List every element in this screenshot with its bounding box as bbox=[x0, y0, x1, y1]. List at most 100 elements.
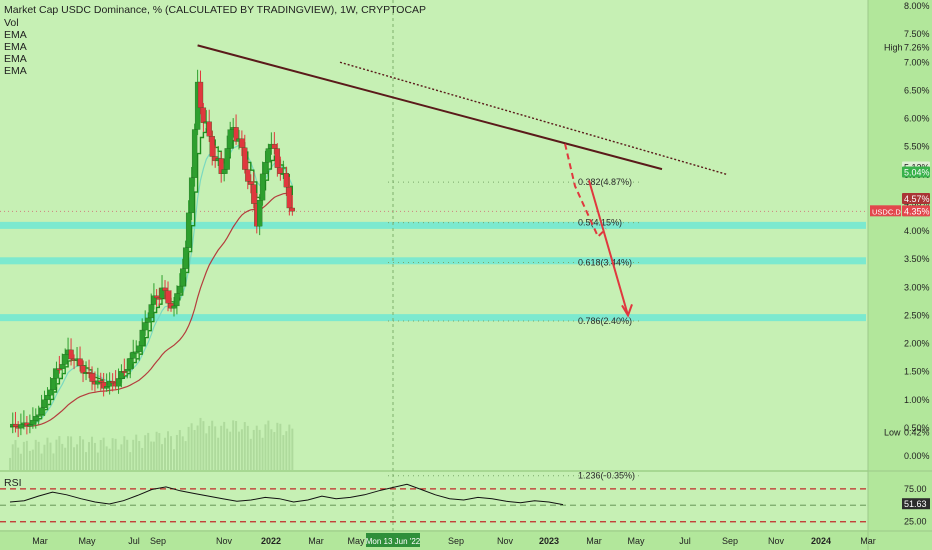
candle-body bbox=[127, 358, 133, 370]
volume-bar bbox=[202, 421, 205, 470]
x-tick-label: Nov bbox=[216, 536, 233, 546]
candle-body bbox=[182, 247, 189, 269]
volume-bar bbox=[28, 450, 31, 470]
candle-body bbox=[283, 173, 290, 188]
volume-bar bbox=[240, 429, 243, 470]
candle-body bbox=[44, 394, 51, 400]
volume-bar bbox=[211, 420, 214, 470]
volume-bar bbox=[64, 447, 67, 470]
volume-bar bbox=[181, 436, 184, 470]
volume-bar bbox=[96, 452, 99, 470]
y-tick-label: 2.00% bbox=[904, 339, 930, 349]
volume-bar bbox=[102, 437, 105, 470]
volume-bar bbox=[132, 439, 135, 470]
y-tick-label: 3.50% bbox=[904, 254, 930, 264]
volume-bar bbox=[190, 423, 193, 470]
candle-body bbox=[121, 371, 127, 373]
candle-body bbox=[139, 329, 145, 346]
volume-bar bbox=[264, 424, 267, 470]
y-tick-label: 6.50% bbox=[904, 85, 930, 95]
volume-bar bbox=[196, 425, 199, 470]
candle-body bbox=[153, 295, 160, 299]
candle-body bbox=[98, 380, 104, 383]
volume-bar bbox=[19, 453, 22, 470]
volume-bar bbox=[170, 436, 173, 470]
candle-body bbox=[289, 207, 295, 212]
candle-body bbox=[171, 305, 177, 309]
candle-body bbox=[271, 143, 278, 149]
trendlines bbox=[197, 44, 729, 176]
volume-bar bbox=[85, 452, 88, 470]
candle-body bbox=[133, 351, 139, 354]
x-tick-label: May bbox=[347, 536, 365, 546]
candle-body bbox=[47, 389, 54, 396]
volume-bar bbox=[31, 449, 34, 470]
candle-body bbox=[257, 199, 263, 227]
volume-bar bbox=[279, 423, 282, 470]
volume-bar bbox=[34, 439, 37, 470]
volume-bar bbox=[193, 429, 196, 470]
volume-bar bbox=[214, 426, 217, 470]
volume-bar bbox=[220, 425, 223, 470]
volume-bar bbox=[276, 422, 279, 470]
projection-dashed bbox=[564, 143, 607, 239]
volume-bar bbox=[37, 441, 40, 470]
candle-body bbox=[30, 419, 36, 425]
y-tick-label: 0.50% bbox=[904, 423, 930, 433]
rsi-pane bbox=[0, 472, 868, 530]
candle-body bbox=[148, 304, 154, 319]
candle-body bbox=[274, 148, 281, 168]
low-value: 0.42% bbox=[904, 427, 930, 437]
x-tick-label: Sep bbox=[448, 536, 464, 546]
volume-bar bbox=[288, 424, 291, 470]
fib-label-4: 1.236(-0.35%) bbox=[578, 471, 635, 481]
candle-body bbox=[162, 287, 168, 291]
volume-bar bbox=[55, 439, 58, 470]
volume-bar bbox=[217, 437, 220, 470]
volume-bar bbox=[61, 443, 64, 470]
candle-body bbox=[165, 290, 171, 304]
volume-bar bbox=[93, 442, 96, 470]
badge-ema-c-bg bbox=[902, 192, 930, 204]
volume-bar bbox=[208, 425, 211, 470]
volume-bar bbox=[199, 417, 202, 470]
candle-body bbox=[259, 173, 266, 201]
x-tick-label: Mar bbox=[308, 536, 324, 546]
volume-bar bbox=[155, 431, 158, 470]
volume-bar bbox=[138, 440, 141, 470]
candle-body bbox=[262, 162, 269, 175]
volume-bar bbox=[73, 447, 76, 470]
projection-arrowhead bbox=[621, 304, 633, 318]
x-tick-label: May bbox=[78, 536, 96, 546]
volume-bar bbox=[164, 437, 167, 470]
candle-body bbox=[277, 167, 284, 175]
support-bands bbox=[0, 221, 866, 322]
volume-bar bbox=[184, 441, 187, 470]
candle-body bbox=[142, 322, 148, 331]
rsi: 75.00 25.00 51.63 bbox=[0, 483, 930, 527]
y-tick-label: 5.50% bbox=[904, 142, 930, 152]
legend-vol: Vol bbox=[4, 17, 19, 29]
volume-bar bbox=[246, 425, 249, 470]
volume-bar bbox=[120, 444, 123, 470]
candle-body bbox=[177, 285, 183, 294]
x-tick-label: 2022 bbox=[261, 536, 281, 546]
volume-bar bbox=[135, 434, 138, 470]
candle-body bbox=[27, 424, 33, 427]
volume-bar bbox=[91, 436, 94, 470]
candle-body bbox=[221, 169, 227, 174]
legend-ema-1: EMA bbox=[4, 29, 27, 41]
trendline-dotted bbox=[339, 61, 729, 176]
x-tick-label: Sep bbox=[722, 536, 738, 546]
volume-bars bbox=[9, 417, 294, 470]
badge-ema-b-bg bbox=[902, 166, 930, 178]
candle-body bbox=[89, 373, 95, 382]
low-label: Low bbox=[884, 427, 901, 437]
volume-bar bbox=[70, 436, 73, 470]
volume-bar bbox=[187, 426, 190, 470]
candles bbox=[10, 69, 295, 438]
candle-body bbox=[103, 386, 110, 389]
volume-bar bbox=[82, 439, 85, 470]
